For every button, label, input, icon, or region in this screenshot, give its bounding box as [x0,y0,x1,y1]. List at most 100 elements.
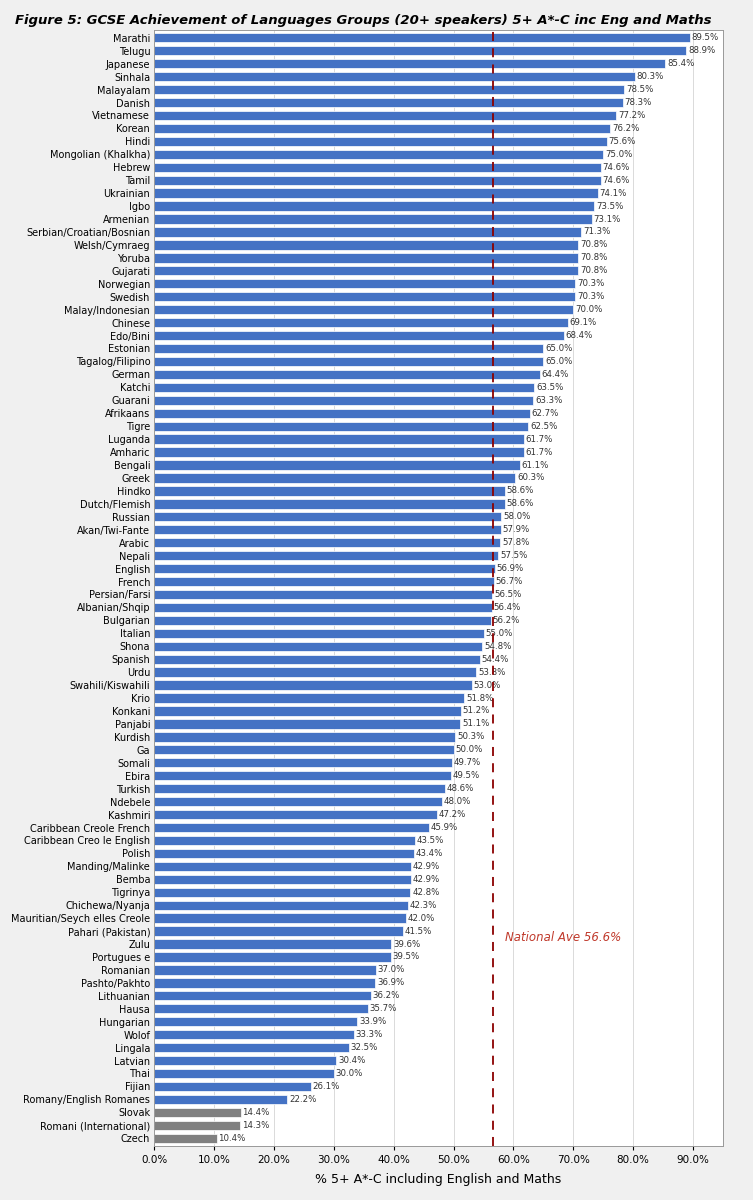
Text: 36.2%: 36.2% [373,991,400,1001]
Bar [154,318,568,328]
Text: 80.3%: 80.3% [637,72,664,82]
Bar [154,1069,334,1078]
Bar [154,940,392,949]
Bar [154,227,581,236]
Bar [154,888,410,896]
Bar [154,1081,310,1091]
Text: 61.1%: 61.1% [522,461,549,469]
Text: 75.6%: 75.6% [608,137,636,146]
Bar [154,526,501,534]
Bar [154,926,403,936]
Text: 37.0%: 37.0% [377,966,405,974]
Bar [154,240,578,250]
Bar [154,461,520,469]
Text: 62.7%: 62.7% [532,409,559,418]
Bar [154,564,495,574]
Bar [154,848,414,858]
Bar [154,98,623,107]
Text: 56.7%: 56.7% [495,577,523,586]
Text: 43.5%: 43.5% [416,836,444,845]
Bar [154,383,535,392]
Bar [154,913,406,923]
Bar [154,1121,240,1130]
Text: 73.5%: 73.5% [596,202,623,210]
Text: 74.1%: 74.1% [599,188,627,198]
Bar [154,784,445,793]
Bar [154,292,575,301]
Bar [154,253,578,263]
Bar [154,1030,354,1039]
Text: 47.2%: 47.2% [438,810,466,820]
Text: 51.8%: 51.8% [466,694,493,702]
Bar [154,978,375,988]
Text: 76.2%: 76.2% [612,124,639,133]
Bar [154,772,450,780]
Text: 50.0%: 50.0% [456,745,483,755]
Text: 55.0%: 55.0% [485,629,513,638]
Bar [154,797,441,806]
Bar [154,421,529,431]
Bar [154,745,453,755]
Bar [154,1134,217,1142]
Text: 70.0%: 70.0% [575,305,602,314]
Bar [154,124,611,133]
Bar [154,396,533,404]
Bar [154,694,465,703]
Text: 57.5%: 57.5% [500,551,528,560]
Text: 39.5%: 39.5% [392,953,419,961]
Text: 39.6%: 39.6% [393,940,420,948]
Bar [154,188,598,198]
Text: 54.4%: 54.4% [482,655,509,664]
Bar [154,59,666,68]
Text: 57.8%: 57.8% [502,538,529,547]
Text: 56.9%: 56.9% [497,564,524,574]
Bar [154,629,483,638]
Text: 58.6%: 58.6% [507,499,534,509]
Text: 33.9%: 33.9% [359,1018,386,1026]
Bar [154,202,594,211]
Text: 71.3%: 71.3% [583,228,610,236]
Text: 32.5%: 32.5% [351,1043,378,1052]
Bar [154,1094,287,1104]
Text: 42.8%: 42.8% [413,888,440,896]
Text: 42.9%: 42.9% [413,875,441,883]
Text: 51.2%: 51.2% [462,707,490,715]
Text: 14.4%: 14.4% [242,1108,270,1117]
Text: 35.7%: 35.7% [370,1004,397,1013]
Text: 70.8%: 70.8% [580,253,607,263]
Text: 26.1%: 26.1% [312,1082,340,1091]
Bar [154,215,592,223]
Bar [154,616,491,625]
Text: 49.7%: 49.7% [453,758,481,767]
Bar [154,305,573,314]
Text: 74.6%: 74.6% [602,175,630,185]
Text: 10.4%: 10.4% [218,1134,245,1142]
Text: 42.3%: 42.3% [410,901,437,910]
Text: 42.0%: 42.0% [407,913,435,923]
Bar [154,448,523,457]
Bar [154,707,461,715]
Text: 63.5%: 63.5% [536,383,563,392]
Bar [154,1108,240,1117]
Bar [154,602,492,612]
Bar [154,719,460,728]
Text: 56.2%: 56.2% [492,616,520,625]
Text: 50.3%: 50.3% [457,732,484,742]
Text: 60.3%: 60.3% [517,474,544,482]
Bar [154,758,452,768]
Bar [154,486,505,496]
Bar [154,72,635,82]
Text: 85.4%: 85.4% [667,59,694,68]
Text: 53.0%: 53.0% [474,680,501,690]
Bar [154,642,483,650]
Bar [154,162,601,172]
Bar [154,266,578,276]
Text: 30.4%: 30.4% [338,1056,365,1066]
Bar [154,577,494,586]
Bar [154,280,575,288]
Text: 56.4%: 56.4% [494,602,521,612]
Text: 70.8%: 70.8% [580,266,607,275]
Bar [154,732,456,742]
Bar [154,862,411,871]
Bar [154,810,437,820]
